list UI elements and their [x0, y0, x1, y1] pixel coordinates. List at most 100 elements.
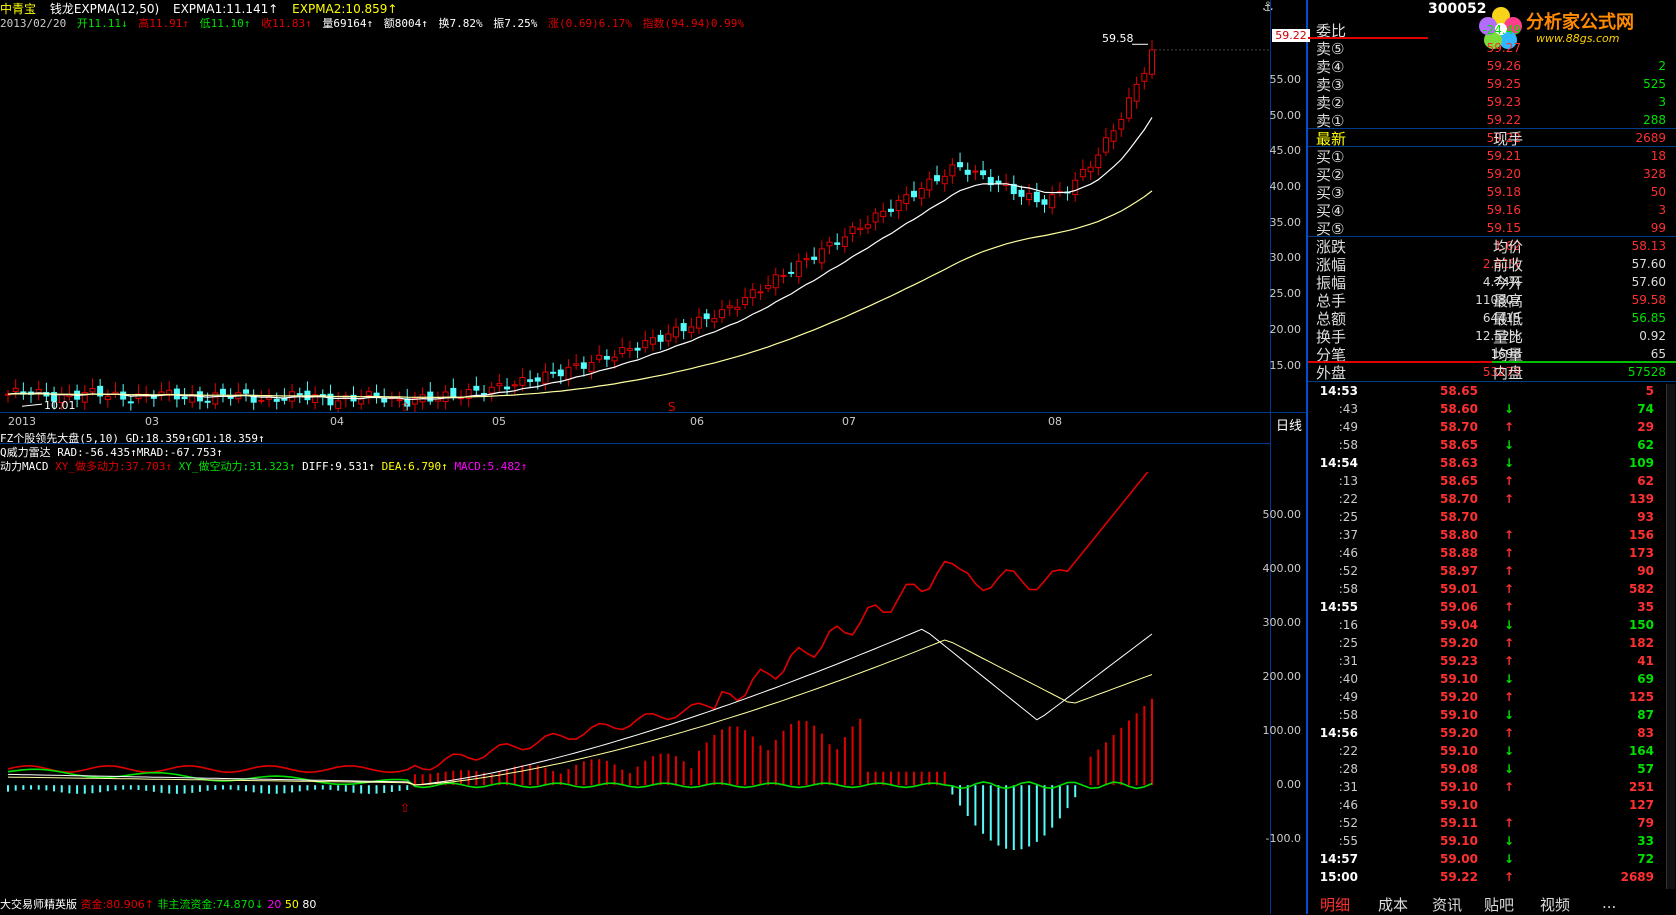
- candle-body: [726, 305, 733, 309]
- tick-time: :37: [1338, 528, 1358, 542]
- candle-body: [864, 224, 871, 229]
- arrow-up-icon: ↑: [1503, 780, 1515, 794]
- tab-4[interactable]: 视频: [1540, 896, 1571, 914]
- tick-price: 58.65: [1440, 474, 1478, 488]
- tab-0[interactable]: 明细: [1320, 896, 1351, 914]
- sell-row-3[interactable]: 卖③ 59.25 525: [1308, 74, 1676, 94]
- tick-row[interactable]: :31 59.10 ↑ 251: [1308, 780, 1676, 798]
- stat-row[interactable]: 涨幅 2.81% 前收 57.60: [1308, 254, 1676, 274]
- stat-row[interactable]: 总手 110807 最高 59.58: [1308, 290, 1676, 310]
- tick-row[interactable]: :13 58.65 ↑ 62: [1308, 474, 1676, 492]
- tick-scrollbar[interactable]: [1666, 384, 1675, 889]
- tick-row[interactable]: 14:54 58.63 ↓ 109: [1308, 456, 1676, 474]
- indicator-name[interactable]: 钱龙EXPMA(12,50): [49, 2, 160, 16]
- macd-xy1: XY_做多动力:37.703↑: [55, 460, 172, 473]
- tick-row[interactable]: :49 59.20 ↑ 125: [1308, 690, 1676, 708]
- tick-row[interactable]: :28 59.08 ↓ 57: [1308, 762, 1676, 780]
- tick-row[interactable]: :40 59.10 ↓ 69: [1308, 672, 1676, 690]
- macd-chart[interactable]: ⇧: [0, 472, 1270, 894]
- row-label: 卖③: [1316, 76, 1345, 94]
- tick-row[interactable]: :46 59.10 127: [1308, 798, 1676, 816]
- stat-row[interactable]: 总额 64415 最低 56.85: [1308, 308, 1676, 328]
- candle-body: [1026, 192, 1033, 201]
- candle-body: [818, 248, 825, 264]
- stat-row[interactable]: 换手 12.52% 量比 0.92: [1308, 326, 1676, 346]
- row-value: 1.62: [1494, 239, 1521, 253]
- stock-name[interactable]: 中青宝: [0, 2, 37, 16]
- tick-row[interactable]: :46 58.88 ↑ 173: [1308, 546, 1676, 564]
- ema2-value: EXPMA2:10.859↑: [292, 2, 398, 16]
- tick-row[interactable]: :25 59.20 ↑ 182: [1308, 636, 1676, 654]
- tab-1[interactable]: 成本: [1378, 896, 1409, 914]
- tick-time: 14:57: [1319, 852, 1358, 866]
- tick-row[interactable]: 14:55 59.06 ↑ 35: [1308, 600, 1676, 618]
- sell-row-4[interactable]: 卖④ 59.26 2: [1308, 56, 1676, 76]
- tab-2[interactable]: 资讯: [1432, 896, 1463, 914]
- price-chart[interactable]: 59.58 10.01 ⇧ S: [0, 30, 1270, 412]
- tick-row[interactable]: :58 58.65 ↓ 62: [1308, 438, 1676, 456]
- tick-time: :25: [1338, 510, 1358, 524]
- buy-row-1[interactable]: 买① 59.21 18: [1308, 146, 1676, 166]
- row-label2: 最低: [1493, 310, 1524, 328]
- tick-row[interactable]: :43 58.60 ↓ 74: [1308, 402, 1676, 420]
- candle-body: [1018, 189, 1025, 197]
- tick-row[interactable]: 15:00 59.22 ↑ 2689: [1308, 870, 1676, 888]
- tick-row[interactable]: :58 59.10 ↓ 87: [1308, 708, 1676, 726]
- tick-row[interactable]: :49 58.70 ↑ 29: [1308, 420, 1676, 438]
- anchor-icon[interactable]: ⚓: [1262, 0, 1274, 15]
- sell-row-5[interactable]: 卖⑤ 59.27: [1308, 38, 1676, 58]
- q-indicator[interactable]: Q威力雷达 RAD:-56.435↑MRAD:-67.753↑: [0, 446, 223, 459]
- buy-row-2[interactable]: 买② 59.20 328: [1308, 164, 1676, 184]
- tick-price: 59.20: [1440, 636, 1478, 650]
- macd-tick-label: 400.00: [1262, 562, 1302, 576]
- tick-row[interactable]: :31 59.23 ↑ 41: [1308, 654, 1676, 672]
- tick-row[interactable]: :58 59.01 ↑ 582: [1308, 582, 1676, 600]
- date-tick-label: 04: [330, 415, 344, 428]
- row-value: 59.15: [1486, 221, 1521, 235]
- macd-name[interactable]: 动力MACD: [0, 460, 49, 473]
- macd-xy2: XY_做空动力:31.323↑: [178, 460, 296, 473]
- stat-row[interactable]: 分笔 1698 均量 65: [1308, 344, 1676, 364]
- row-label2: 均量: [1493, 346, 1524, 364]
- candle-body: [365, 391, 372, 396]
- row-value2: 2689: [1635, 131, 1666, 145]
- buy-row-4[interactable]: 买④ 59.16 3: [1308, 200, 1676, 220]
- tick-time: :52: [1338, 564, 1358, 578]
- candle-body: [1141, 72, 1148, 82]
- row-label: 涨幅: [1316, 256, 1347, 274]
- tick-price: 59.08: [1440, 762, 1478, 776]
- tick-row[interactable]: :16 59.04 ↓ 150: [1308, 618, 1676, 636]
- tick-row[interactable]: :25 58.70 93: [1308, 510, 1676, 528]
- tick-row[interactable]: 14:53 58.65 5: [1308, 384, 1676, 402]
- buy-row-5[interactable]: 买⑤ 59.15 99: [1308, 218, 1676, 238]
- tab-3[interactable]: 贴吧: [1484, 896, 1515, 914]
- high-label: 59.58: [1102, 32, 1134, 45]
- latest-row[interactable]: 最新 59.22 现手 2689: [1308, 128, 1676, 148]
- tick-row[interactable]: :55 59.10 ↓ 33: [1308, 834, 1676, 852]
- sell-row-1[interactable]: 卖① 59.22 288: [1308, 110, 1676, 130]
- tab-5[interactable]: ...: [1602, 894, 1617, 912]
- stat-row[interactable]: 振幅 4.74% 今开 57.60: [1308, 272, 1676, 292]
- macd-tick-label: 200.00: [1262, 670, 1302, 684]
- app-name[interactable]: 大交易师精英版: [0, 898, 77, 911]
- sell-row-2[interactable]: 卖② 59.23 3: [1308, 92, 1676, 112]
- fz-indicator[interactable]: FZ个股领先大盘(5,10) GD:18.359↑GD1:18.359↑: [0, 432, 265, 445]
- tick-row[interactable]: :22 59.10 ↓ 164: [1308, 744, 1676, 762]
- tick-row[interactable]: :37 58.80 ↑ 156: [1308, 528, 1676, 546]
- candle-body: [703, 313, 710, 320]
- candle-body: [826, 241, 833, 247]
- panel-separator[interactable]: [1306, 0, 1308, 914]
- outer-inner-row[interactable]: 外盘 53279 内盘 57528: [1308, 362, 1676, 382]
- stat-row[interactable]: 涨跌 1.62 均价 58.13: [1308, 236, 1676, 256]
- row-value2: 3: [1658, 95, 1666, 109]
- weibi-row[interactable]: 委比 -24.49: [1308, 20, 1676, 40]
- tick-row[interactable]: 14:56 59.20 ↑ 83: [1308, 726, 1676, 744]
- buy-row-3[interactable]: 买③ 59.18 50: [1308, 182, 1676, 202]
- tick-row[interactable]: 14:57 59.00 ↓ 72: [1308, 852, 1676, 870]
- row-value: 59.21: [1486, 149, 1521, 163]
- period-label[interactable]: 日线: [1276, 419, 1303, 434]
- brand-url: www.88gs.com: [1536, 32, 1620, 45]
- tick-row[interactable]: :22 58.70 ↑ 139: [1308, 492, 1676, 510]
- tick-row[interactable]: :52 58.97 ↑ 90: [1308, 564, 1676, 582]
- tick-row[interactable]: :52 59.11 ↑ 79: [1308, 816, 1676, 834]
